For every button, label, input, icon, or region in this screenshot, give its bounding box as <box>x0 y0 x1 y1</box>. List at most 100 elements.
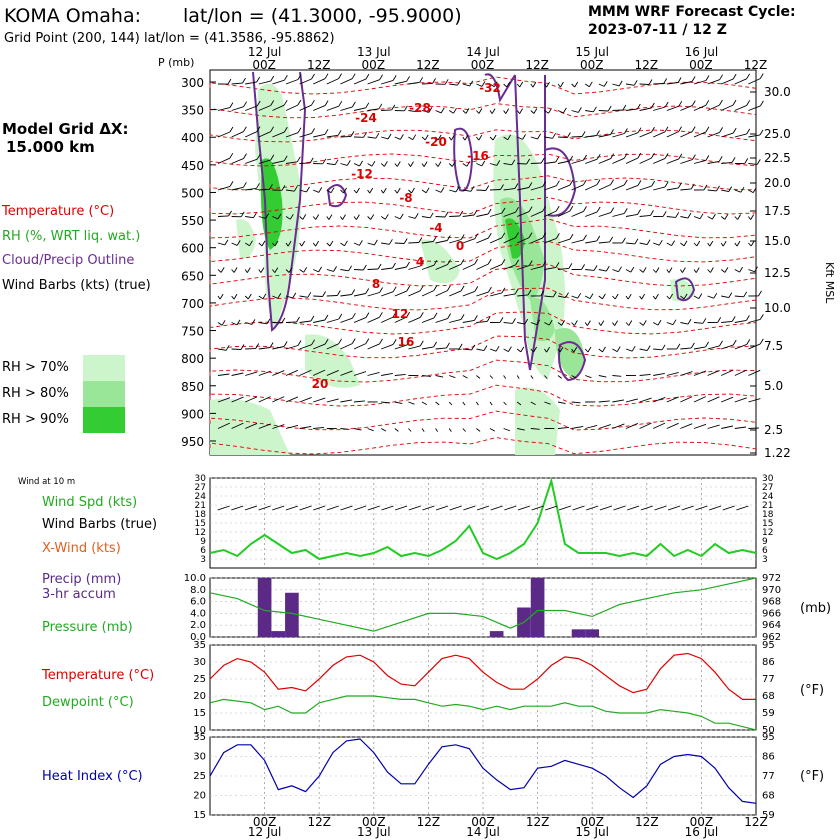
wind-barb <box>299 369 312 376</box>
wind-barb <box>353 269 364 271</box>
wind-barb <box>530 186 543 191</box>
surface-wind-barb <box>708 505 722 511</box>
wind-tick-right: 6 <box>762 546 768 556</box>
temp-label: -24 <box>355 111 377 125</box>
surface-wind-barb <box>231 505 244 511</box>
wind-barb-flag <box>548 319 553 326</box>
wind-barb <box>625 422 639 429</box>
wind-barb <box>245 422 258 429</box>
wind-barb <box>312 242 316 247</box>
wind-barb <box>625 322 630 326</box>
wind-barb-flag <box>678 153 683 160</box>
wind-barb <box>693 423 707 429</box>
wind-barb-flag <box>705 126 710 133</box>
wind-barb <box>544 161 556 164</box>
wind-barb <box>625 83 635 86</box>
wind-barb-flag <box>334 159 339 165</box>
heat-tick-c: 15 <box>193 810 206 821</box>
temp-contour-2 <box>209 129 757 143</box>
kft-tick-label: 15.0 <box>764 234 791 248</box>
wind-barb <box>381 401 391 404</box>
pressure-tick: 970 <box>762 585 781 596</box>
wind-barb-flag <box>277 213 282 220</box>
wind-barb-flag <box>746 73 750 80</box>
wind-tick-right: 12 <box>762 528 773 538</box>
wind-barb-flag <box>352 101 356 108</box>
wind-barb <box>653 106 666 111</box>
wind-barb-flag <box>637 152 642 159</box>
wind-barb-flag <box>565 292 569 298</box>
wind-barb <box>530 322 538 326</box>
wind-barb <box>258 159 271 164</box>
wind-barb <box>666 242 672 246</box>
legend-rh: RH (%, WRT liq. wat.) <box>2 229 140 244</box>
wind-barb <box>748 78 761 85</box>
kft-tick-label: 12.5 <box>764 266 791 280</box>
wind-barb-flag <box>501 207 506 214</box>
wind-barb <box>544 210 557 217</box>
wind-barb <box>340 242 345 247</box>
wind-barb <box>476 213 489 217</box>
wind-barb <box>340 135 352 138</box>
wind-barb-flag <box>324 73 329 79</box>
wind-barb-flag <box>630 266 635 273</box>
wind-barb-flag <box>242 77 246 84</box>
wind-barb <box>435 401 440 406</box>
pressure-tick-label: 450 <box>181 159 204 173</box>
wind-barb <box>353 107 366 111</box>
wind-barb <box>585 158 598 164</box>
wind-barb <box>367 189 371 194</box>
wind-barb <box>721 369 734 376</box>
wind-barb <box>612 423 625 429</box>
wind-barb <box>612 157 625 164</box>
wind-barb-flag <box>414 213 419 219</box>
wind-barb-flag <box>420 260 424 267</box>
wind-barb <box>748 134 761 138</box>
wind-barb <box>381 291 394 297</box>
wind-barb <box>272 242 276 247</box>
time-bottom-label: 00Z <box>690 815 714 829</box>
wind-barb-flag <box>324 129 329 135</box>
wind-barb-flag <box>587 346 592 353</box>
wind-barb-flag <box>433 259 438 266</box>
wind-barb-flag <box>293 185 298 192</box>
wind-barb <box>666 322 674 326</box>
wind-barb-flag <box>220 267 225 273</box>
wind-barb-flag <box>501 259 506 265</box>
wind-barb <box>258 322 268 325</box>
wind-barb-flag <box>651 152 655 159</box>
time-top-label: 00Z <box>689 58 713 72</box>
wind-barb-flag <box>324 314 329 321</box>
wind-barb-flag <box>633 80 638 86</box>
wind-barb-flag <box>432 236 437 242</box>
time-top-label: 00Z <box>362 58 386 72</box>
wind-barb-flag <box>297 127 302 133</box>
surface-wind-barb <box>244 505 258 511</box>
kft-tick-label: 20.0 <box>764 176 791 190</box>
time-top-label: 12Z <box>525 58 549 72</box>
wind-barb <box>530 110 535 114</box>
cross-section-panel: -32 -28 -24 -20 -16 -12 -8 -4 0 4 8 12 16 20 300 350 400… <box>181 69 791 460</box>
date-bottom-label: 13 Jul <box>357 825 391 839</box>
wind-barb <box>353 163 360 167</box>
wind-barb <box>381 372 393 376</box>
temp-contour-15 <box>209 437 757 455</box>
wind-barb-flag <box>492 134 497 141</box>
wind-barb-flag <box>672 319 677 325</box>
wind-barb <box>462 83 470 87</box>
date-top-label: 15 Jul <box>575 45 609 59</box>
wind-barb <box>693 80 707 85</box>
pressure-tick-label: 650 <box>181 269 204 283</box>
wind-barb-flag <box>703 184 708 191</box>
wind-barb-flag <box>256 183 260 189</box>
wind-barb-flag <box>603 81 608 87</box>
wind-barb <box>734 189 742 193</box>
wind-barb-flag <box>270 154 275 161</box>
wind-barb-flag <box>466 161 471 167</box>
temp-tick-c: 20 <box>193 691 206 702</box>
wind-barb <box>408 242 419 244</box>
wind-barb <box>557 210 570 217</box>
wind-barb <box>612 375 622 377</box>
wind-barb <box>748 242 752 247</box>
wind-barb <box>272 269 276 273</box>
